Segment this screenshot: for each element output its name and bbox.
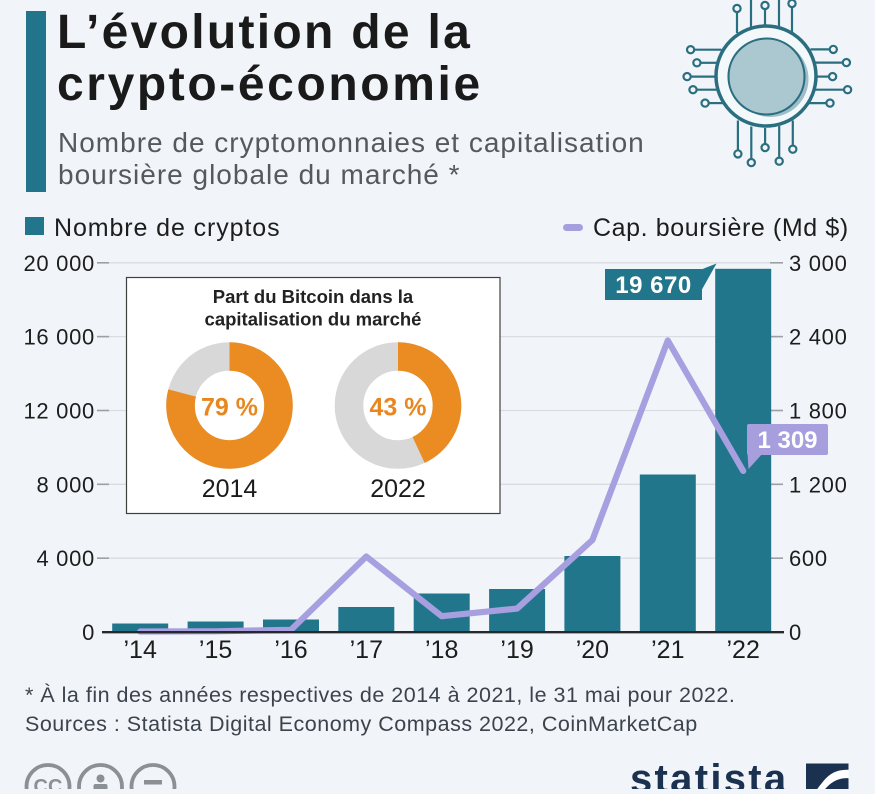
svg-text:’22: ’22	[727, 636, 760, 664]
svg-text:L’évolution de la: L’évolution de la	[57, 6, 472, 59]
svg-text:1 800: 1 800	[789, 399, 848, 424]
svg-text:2 400: 2 400	[789, 325, 848, 350]
svg-text:43 %: 43 %	[370, 394, 427, 422]
svg-text:’18: ’18	[425, 636, 458, 664]
svg-text:12 000: 12 000	[24, 399, 96, 424]
svg-text:’17: ’17	[350, 636, 383, 664]
svg-text:16 000: 16 000	[24, 325, 96, 350]
svg-text:’19: ’19	[500, 636, 533, 664]
svg-text:crypto-économie: crypto-économie	[57, 58, 483, 111]
svg-text:statista: statista	[630, 757, 788, 789]
svg-text:1 200: 1 200	[789, 472, 848, 497]
svg-text:0: 0	[82, 620, 95, 645]
svg-text:* À la fin des années respecti: * À la fin des années respectives de 201…	[25, 682, 735, 707]
svg-text:1 309: 1 309	[757, 427, 817, 454]
svg-text:Part du Bitcoin dans la: Part du Bitcoin dans la	[213, 286, 414, 307]
svg-text:CC: CC	[34, 776, 63, 789]
svg-text:19 670: 19 670	[615, 272, 691, 299]
svg-text:20 000: 20 000	[24, 251, 96, 276]
svg-text:Sources : Statista Digital Eco: Sources : Statista Digital Economy Compa…	[25, 712, 698, 736]
svg-text:Cap. boursière (Md $): Cap. boursière (Md $)	[593, 214, 849, 242]
svg-text:79 %: 79 %	[201, 394, 258, 422]
svg-text:capitalisation du marché: capitalisation du marché	[205, 309, 422, 330]
svg-text:600: 600	[789, 546, 828, 571]
svg-text:2014: 2014	[202, 475, 258, 503]
svg-text:4 000: 4 000	[36, 546, 95, 571]
svg-text:3 000: 3 000	[789, 251, 848, 276]
svg-text:8 000: 8 000	[36, 472, 95, 497]
svg-text:0: 0	[789, 620, 802, 645]
svg-text:’16: ’16	[274, 636, 307, 664]
svg-text:Nombre de cryptos: Nombre de cryptos	[54, 214, 281, 242]
svg-text:’21: ’21	[651, 636, 684, 664]
svg-text:Nombre de cryptomonnaies et ca: Nombre de cryptomonnaies et capitalisati…	[58, 127, 645, 158]
svg-text:’14: ’14	[124, 636, 157, 664]
svg-text:boursière globale du marché *: boursière globale du marché *	[58, 159, 461, 190]
svg-text:’15: ’15	[199, 636, 232, 664]
svg-text:2022: 2022	[370, 475, 426, 503]
svg-text:’20: ’20	[576, 636, 609, 664]
